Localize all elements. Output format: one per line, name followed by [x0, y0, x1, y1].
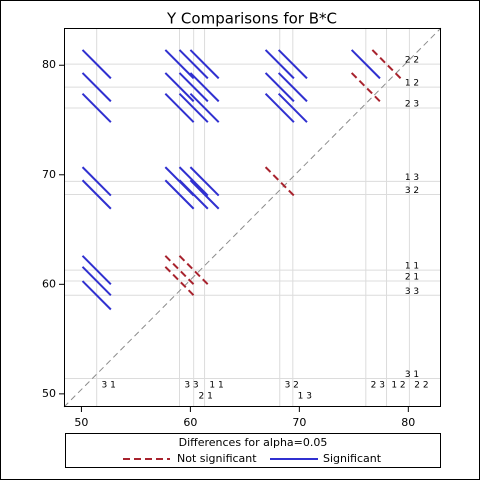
segment-significant [81, 93, 112, 123]
x-group-label: 2 1 [198, 392, 212, 402]
segment-significant [178, 179, 209, 210]
segment-significant [178, 49, 209, 80]
y-group-label: 1 3 [405, 173, 419, 183]
x-group-label: 1 1 [209, 381, 223, 391]
chart-title: Y Comparisons for B*C [166, 10, 337, 28]
segment-significant [264, 72, 295, 103]
segment-significant [189, 179, 220, 210]
segment-significant [350, 49, 381, 80]
x-tick-label: 60 [183, 416, 197, 429]
segment-significant [189, 72, 220, 103]
plot-area [63, 27, 442, 408]
segment-significant [164, 93, 195, 123]
x-group-label: 1 3 [298, 392, 312, 402]
segment-significant [164, 179, 195, 210]
legend-title: Differences for alpha=0.05 [179, 436, 328, 449]
segment-not-significant [164, 266, 195, 296]
x-tick-label: 50 [74, 416, 88, 429]
segment-significant [164, 49, 195, 80]
y-group-label: 3 3 [405, 287, 419, 297]
y-group-label: 2 3 [405, 99, 419, 109]
y-group-label: 1 1 [405, 262, 419, 272]
diagonal [63, 27, 442, 408]
segment-significant [277, 72, 308, 103]
segment-significant [277, 93, 308, 123]
segment-significant [178, 72, 209, 103]
segment-not-significant [164, 255, 195, 286]
y-group-label: 2 2 [405, 56, 419, 66]
segment-significant [264, 49, 295, 80]
segment-significant [164, 72, 195, 103]
y-tick-label: 80 [42, 58, 56, 71]
x-group-label: 3 1 [102, 381, 116, 391]
segment-not-significant [178, 255, 209, 286]
segment-significant [189, 49, 220, 80]
x-group-label: 3 2 [285, 381, 299, 391]
x-tick-label: 70 [292, 416, 306, 429]
legend-label: Not significant [177, 452, 257, 465]
segment-significant [81, 166, 112, 197]
segment-significant [264, 93, 295, 123]
segment-not-significant [371, 49, 402, 80]
x-group-label: 3 3 [184, 381, 198, 391]
segment-significant [81, 255, 112, 286]
segment-not-significant [264, 166, 295, 197]
y-tick-label: 60 [42, 277, 56, 290]
legend-box [65, 433, 441, 468]
plot-frame [64, 28, 441, 407]
segment-significant [277, 49, 308, 80]
x-group-label: 2 3 [371, 381, 385, 391]
segment-significant [189, 93, 220, 123]
y-tick-label: 50 [42, 387, 56, 400]
y-group-label: 2 1 [405, 273, 419, 283]
y-group-label: 3 2 [405, 186, 419, 196]
segment-significant [81, 179, 112, 210]
segment-significant [81, 266, 112, 296]
legend-label: Significant [323, 452, 382, 465]
x-tick-label: 80 [401, 416, 415, 429]
segment-significant [81, 72, 112, 103]
x-group-label: 2 2 [414, 381, 428, 391]
y-group-label: 3 1 [405, 370, 419, 380]
y-group-label: 1 2 [405, 79, 419, 89]
segment-significant [81, 49, 112, 80]
y-tick-label: 70 [42, 168, 56, 181]
segment-significant [81, 280, 112, 311]
segment-significant [178, 166, 209, 197]
segment-significant [189, 166, 220, 197]
x-group-label: 1 2 [391, 381, 405, 391]
segment-not-significant [350, 72, 381, 103]
segment-significant [178, 93, 209, 123]
